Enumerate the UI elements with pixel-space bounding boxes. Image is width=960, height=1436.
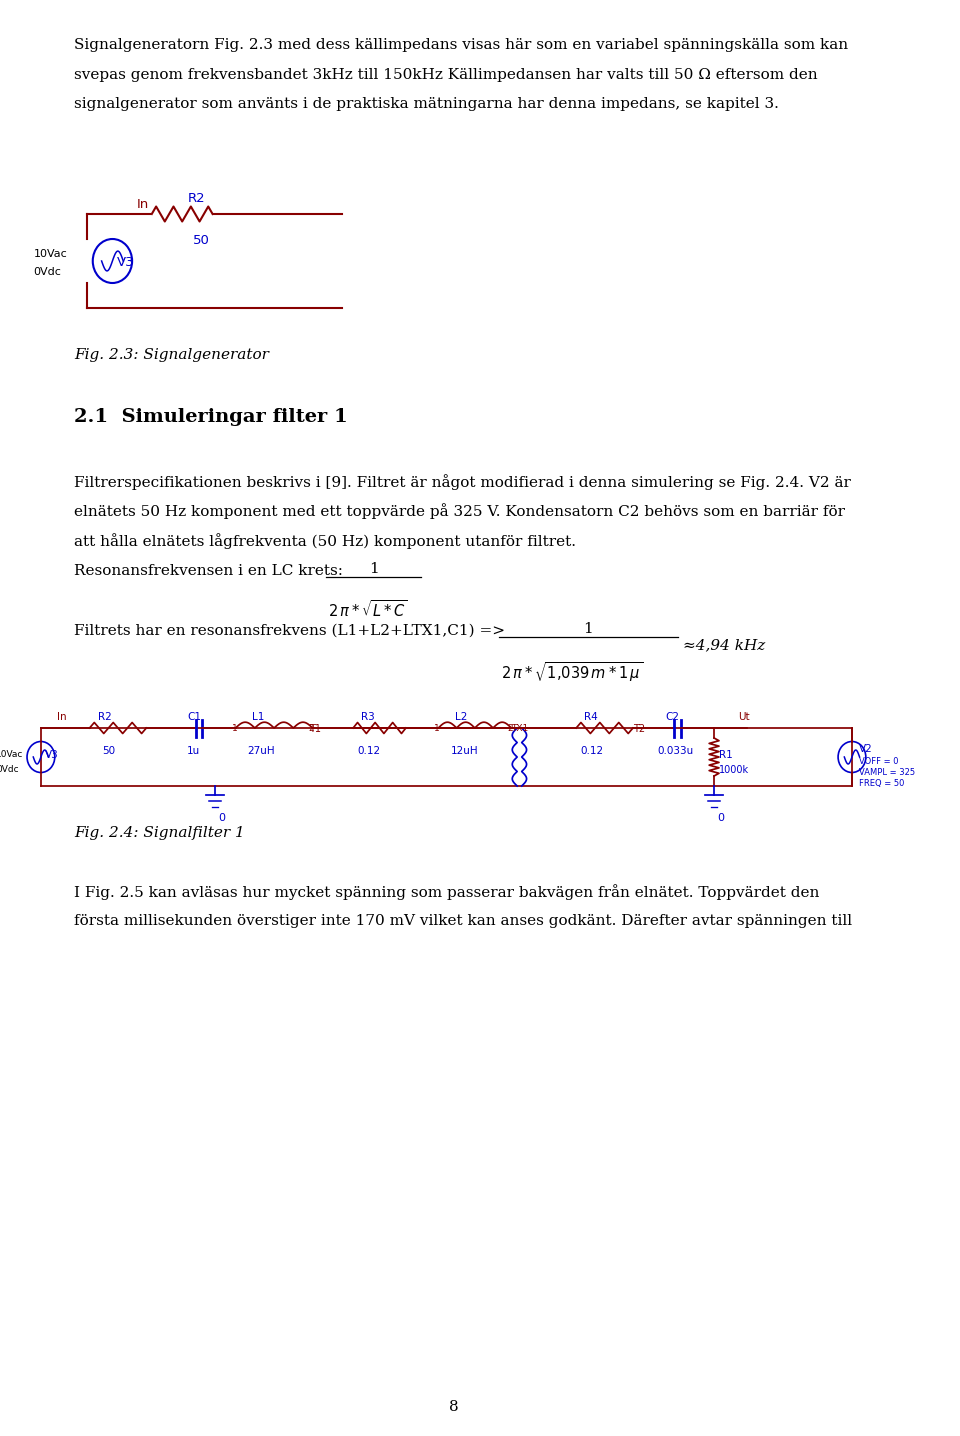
Text: TX1: TX1: [512, 724, 529, 732]
Text: V3: V3: [117, 256, 134, 269]
Text: R1: R1: [718, 750, 732, 760]
Text: 0Vdc: 0Vdc: [34, 267, 61, 277]
Text: elnätets 50 Hz komponent med ett toppvärde på 325 V. Kondensatorn C2 behövs som : elnätets 50 Hz komponent med ett toppvär…: [74, 504, 845, 520]
Text: 2: 2: [308, 724, 314, 732]
Text: 10Vac: 10Vac: [0, 750, 24, 760]
Text: 1: 1: [584, 622, 593, 636]
Text: att hålla elnätets lågfrekventa (50 Hz) komponent utanför filtret.: att hålla elnätets lågfrekventa (50 Hz) …: [74, 533, 576, 549]
Text: In: In: [57, 712, 67, 722]
Text: 12uH: 12uH: [450, 745, 478, 755]
Text: L1: L1: [252, 712, 264, 722]
Text: R3: R3: [361, 712, 375, 722]
Text: T2: T2: [633, 724, 645, 734]
Text: 0: 0: [218, 813, 225, 823]
Text: C1: C1: [187, 712, 201, 722]
Text: 8: 8: [449, 1400, 459, 1414]
Text: $2\,\pi*\sqrt{L*C}$: $2\,\pi*\sqrt{L*C}$: [328, 599, 407, 620]
Text: VAMPL = 325: VAMPL = 325: [859, 768, 915, 777]
Text: 0Vdc: 0Vdc: [0, 765, 19, 774]
Text: Ut: Ut: [738, 712, 750, 722]
Text: 1u: 1u: [187, 745, 200, 755]
Text: Fig. 2.3: Signalgenerator: Fig. 2.3: Signalgenerator: [74, 348, 269, 362]
Text: R2: R2: [98, 712, 111, 722]
Text: 2.1  Simuleringar filter 1: 2.1 Simuleringar filter 1: [74, 408, 348, 426]
Text: V2: V2: [859, 744, 873, 754]
Text: första millisekunden överstiger inte 170 mV vilket kan anses godkänt. Därefter a: första millisekunden överstiger inte 170…: [74, 913, 852, 928]
Text: 0.033u: 0.033u: [658, 745, 693, 755]
Text: 0.12: 0.12: [357, 745, 380, 755]
Text: V3: V3: [44, 750, 59, 760]
Text: Filtrets har en resonansfrekvens (L1+L2+LTX1,C1) =>: Filtrets har en resonansfrekvens (L1+L2+…: [74, 625, 505, 638]
Text: 27uH: 27uH: [248, 745, 276, 755]
Text: I Fig. 2.5 kan avläsas hur mycket spänning som passerar bakvägen från elnätet. T: I Fig. 2.5 kan avläsas hur mycket spänni…: [74, 885, 819, 900]
Text: 1: 1: [231, 724, 237, 732]
Text: 1: 1: [434, 724, 440, 732]
Text: 2: 2: [507, 724, 513, 732]
Text: In: In: [136, 198, 149, 211]
Text: T1: T1: [308, 724, 321, 734]
Text: FREQ = 50: FREQ = 50: [859, 778, 904, 788]
Text: 10Vac: 10Vac: [34, 248, 67, 258]
Text: 0: 0: [717, 813, 724, 823]
Text: C2: C2: [665, 712, 680, 722]
Text: signalgenerator som använts i de praktiska mätningarna har denna impedans, se ka: signalgenerator som använts i de praktis…: [74, 98, 779, 111]
Text: ≈4,94 kHz: ≈4,94 kHz: [683, 638, 765, 652]
Text: Fig. 2.4: Signalfilter 1: Fig. 2.4: Signalfilter 1: [74, 826, 245, 840]
Text: 1: 1: [369, 561, 378, 576]
Text: Filtrerspecifikationen beskrivs i [9]. Filtret är något modifierad i denna simul: Filtrerspecifikationen beskrivs i [9]. F…: [74, 474, 851, 490]
Text: Resonansfrekvensen i en LC krets:: Resonansfrekvensen i en LC krets:: [74, 564, 343, 579]
Text: VOFF = 0: VOFF = 0: [859, 757, 899, 765]
Text: R4: R4: [585, 712, 598, 722]
Text: L2: L2: [454, 712, 467, 722]
Text: 50: 50: [102, 745, 115, 755]
Text: 50: 50: [193, 234, 210, 247]
Text: 1000k: 1000k: [718, 765, 749, 775]
Text: R2: R2: [187, 192, 205, 205]
Text: 0.12: 0.12: [580, 745, 604, 755]
Text: svepas genom frekvensbandet 3kHz till 150kHz Källimpedansen har valts till 50 Ω : svepas genom frekvensbandet 3kHz till 15…: [74, 67, 818, 82]
Text: Signalgeneratorn Fig. 2.3 med dess källimpedans visas här som en variabel spänni: Signalgeneratorn Fig. 2.3 med dess källi…: [74, 37, 848, 52]
Text: $2\,\pi*\sqrt{1{,}039\,m*1\,\mu}$: $2\,\pi*\sqrt{1{,}039\,m*1\,\mu}$: [500, 661, 642, 684]
